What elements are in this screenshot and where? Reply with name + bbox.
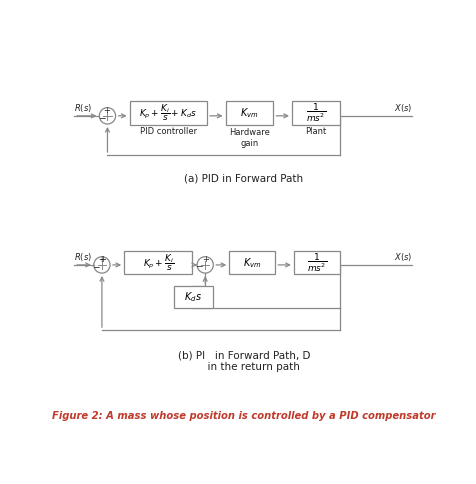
- Text: +: +: [104, 106, 110, 115]
- Text: $X(s)$: $X(s)$: [394, 251, 412, 263]
- Bar: [174, 286, 213, 308]
- Bar: [292, 101, 340, 125]
- Text: $K_d s$: $K_d s$: [184, 290, 202, 304]
- Text: $\dfrac{1}{ms^2}$: $\dfrac{1}{ms^2}$: [307, 252, 327, 274]
- Bar: [124, 251, 192, 274]
- Text: $R(s)$: $R(s)$: [74, 102, 92, 114]
- Bar: [129, 101, 207, 125]
- Text: $K_p+\dfrac{K_i}{s}$: $K_p+\dfrac{K_i}{s}$: [143, 253, 174, 273]
- Text: Hardware
gain: Hardware gain: [229, 128, 270, 148]
- Text: −: −: [92, 262, 100, 271]
- Text: Figure 2: A mass whose position is controlled by a PID compensator: Figure 2: A mass whose position is contr…: [52, 411, 436, 422]
- Text: $X(s)$: $X(s)$: [394, 102, 412, 114]
- Text: $K_p+\dfrac{K_i}{s}+K_d s$: $K_p+\dfrac{K_i}{s}+K_d s$: [139, 103, 197, 123]
- Bar: [226, 101, 274, 125]
- Text: +: +: [98, 255, 104, 264]
- Text: $K_{vm}$: $K_{vm}$: [243, 256, 261, 270]
- Text: $K_{vm}$: $K_{vm}$: [240, 106, 259, 120]
- Bar: [229, 251, 275, 274]
- Text: −: −: [98, 113, 105, 122]
- Text: $\dfrac{1}{ms^2}$: $\dfrac{1}{ms^2}$: [306, 102, 326, 124]
- Text: PID controller: PID controller: [140, 127, 197, 136]
- Text: −: −: [195, 261, 203, 270]
- Text: $R(s)$: $R(s)$: [74, 251, 92, 263]
- Text: (a) PID in Forward Path: (a) PID in Forward Path: [184, 174, 304, 183]
- Bar: [294, 251, 340, 274]
- Text: Plant: Plant: [305, 127, 327, 136]
- Text: +: +: [202, 256, 209, 264]
- Text: (b) PI   in Forward Path, D
      in the return path: (b) PI in Forward Path, D in the return …: [178, 350, 310, 372]
- Text: +: +: [99, 256, 106, 264]
